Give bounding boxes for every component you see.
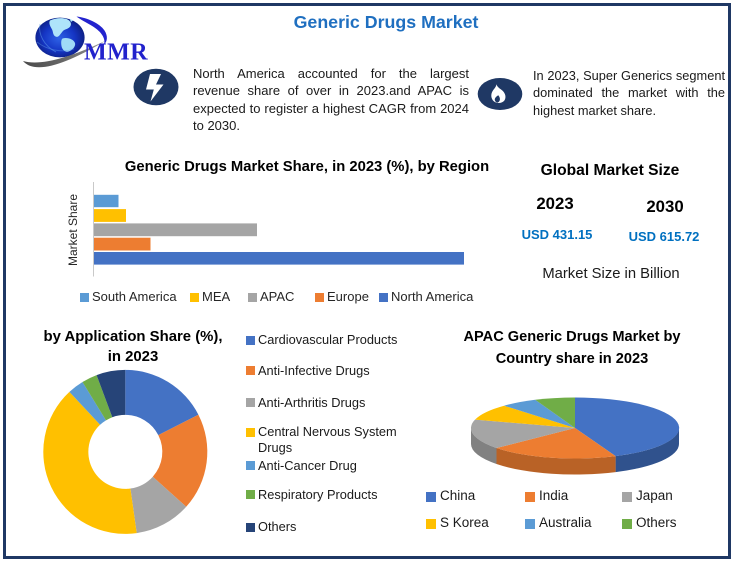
svg-text:MMR: MMR xyxy=(84,40,148,66)
